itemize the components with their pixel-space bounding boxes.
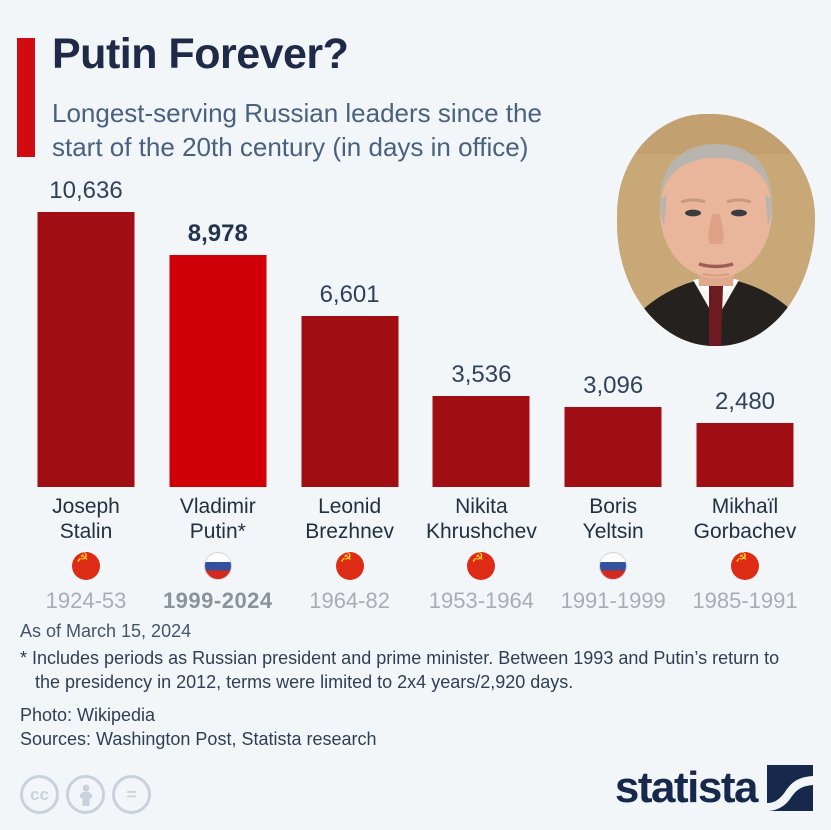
bar-value-label: 3,536 (451, 361, 512, 388)
putin-portrait-photo (617, 114, 815, 346)
bar-name-label: Nikita Khrushchev (426, 494, 537, 544)
bar-name-label: Boris Yeltsin (583, 494, 644, 544)
equals-icon[interactable]: = (112, 775, 151, 814)
bar-name-line2: Stalin (59, 520, 113, 543)
bar-area: 3,536 (419, 212, 543, 487)
statista-logo-mark (767, 765, 813, 811)
bar-name-label: Joseph Stalin (52, 494, 120, 544)
bar-value-label: 10,636 (49, 177, 123, 204)
bar-name-label: Mikhaïl Gorbachev (694, 494, 797, 544)
person-icon[interactable] (66, 775, 105, 814)
bar-years: 1964-82 (309, 588, 390, 613)
flag-russia-icon (599, 552, 628, 580)
flag-russia-icon (203, 552, 232, 580)
bar-area: 10,636 (24, 177, 148, 487)
bar-value-label: 2,480 (714, 388, 776, 415)
subtitle-line-1: Longest-serving Russian leaders since th… (52, 98, 542, 128)
statista-logo[interactable]: statista (615, 763, 813, 813)
bar-name-line2: Brezhnev (305, 520, 394, 543)
sources: Sources: Washington Post, Statista resea… (20, 729, 377, 749)
footnote-line-2: the presidency in 2012, terms were limit… (35, 672, 574, 692)
bar-years: 1953-1964 (428, 588, 534, 613)
title-accent-bar (17, 38, 35, 157)
bar-area: 8,978 (156, 212, 280, 487)
bar-column: 3,096 Boris Yeltsin ☭ 1991-1999 (551, 212, 675, 614)
flag-soviet-icon: ☭ (730, 552, 759, 580)
bar-area: 2,480 (683, 212, 807, 487)
page-title: Putin Forever? (52, 30, 349, 78)
cc-icon[interactable]: cc (20, 775, 59, 814)
page-subtitle: Longest-serving Russian leaders since th… (52, 96, 542, 164)
bar-name-label: Vladimir Putin* (180, 494, 256, 544)
bar[interactable] (696, 423, 794, 487)
bar-name-line1: Vladimir (179, 495, 256, 518)
subtitle-line-2: start of the 20th century (in days in of… (52, 132, 529, 162)
bar-area: 6,601 (288, 212, 412, 487)
bar-column: 6,601 Leonid Brezhnev ☭ 1964-82 (288, 212, 412, 614)
putin-portrait-illustration (617, 114, 815, 346)
hammer-and-sickle-glyph: ☭ (471, 552, 484, 566)
flag-soviet-icon: ☭ (467, 552, 496, 580)
bar[interactable] (169, 255, 267, 487)
bar-years: 1991-1999 (560, 588, 666, 613)
bar-name-line1: Nikita (455, 495, 508, 518)
bar-name-line2: Khrushchev (425, 520, 537, 543)
bar-name-line2: Putin* (189, 520, 246, 543)
bar[interactable] (432, 396, 530, 487)
bar-area: 3,096 (551, 212, 675, 487)
bar-name-label: Leonid Brezhnev (305, 494, 394, 544)
hammer-and-sickle-glyph: ☭ (734, 552, 748, 566)
bar-value-label: 3,096 (583, 372, 644, 399)
footnote-line-1: * Includes periods as Russian president … (20, 648, 780, 668)
bar-name-line1: Joseph (52, 495, 120, 518)
bar-column: 8,978 Vladimir Putin* ☭ 1999-2024 (156, 212, 280, 614)
bar-years: 1985-1991 (692, 588, 798, 613)
hammer-and-sickle-glyph: ☭ (76, 552, 89, 566)
bar-column: 3,536 Nikita Khrushchev ☭ 1953-1964 (419, 212, 543, 614)
bar-value-label: 6,601 (319, 281, 380, 308)
bar-name-line1: Mikhaïl (711, 495, 779, 518)
bar-name-line1: Boris (589, 495, 638, 518)
bar-name-line1: Leonid (318, 495, 382, 518)
bar-years: 1924-53 (45, 588, 127, 613)
photo-credit: Photo: Wikipedia (20, 705, 156, 725)
license-badges: cc = (20, 775, 151, 814)
bar[interactable] (564, 407, 662, 487)
flag-soviet-icon: ☭ (335, 552, 364, 580)
bar[interactable] (301, 316, 399, 487)
bar-chart: 10,636 Joseph Stalin ☭ 1924-53 8,978 Vla… (24, 177, 807, 614)
bar[interactable] (37, 212, 135, 487)
statista-wordmark: statista (614, 763, 759, 812)
bar-column: 10,636 Joseph Stalin ☭ 1924-53 (24, 177, 148, 614)
as-of-date: As of March 15, 2024 (20, 621, 192, 641)
bar-name-line2: Yeltsin (582, 520, 644, 543)
hammer-and-sickle-glyph: ☭ (339, 552, 353, 566)
bar-value-label: 8,978 (187, 220, 248, 247)
bar-name-line2: Gorbachev (693, 520, 797, 543)
bar-column: 2,480 Mikhaïl Gorbachev ☭ 1985-1991 (683, 212, 807, 614)
flag-soviet-icon: ☭ (72, 552, 100, 580)
footnotes: As of March 15, 2024 * Includes periods … (20, 619, 779, 751)
bar-years: 1999-2024 (162, 588, 273, 613)
